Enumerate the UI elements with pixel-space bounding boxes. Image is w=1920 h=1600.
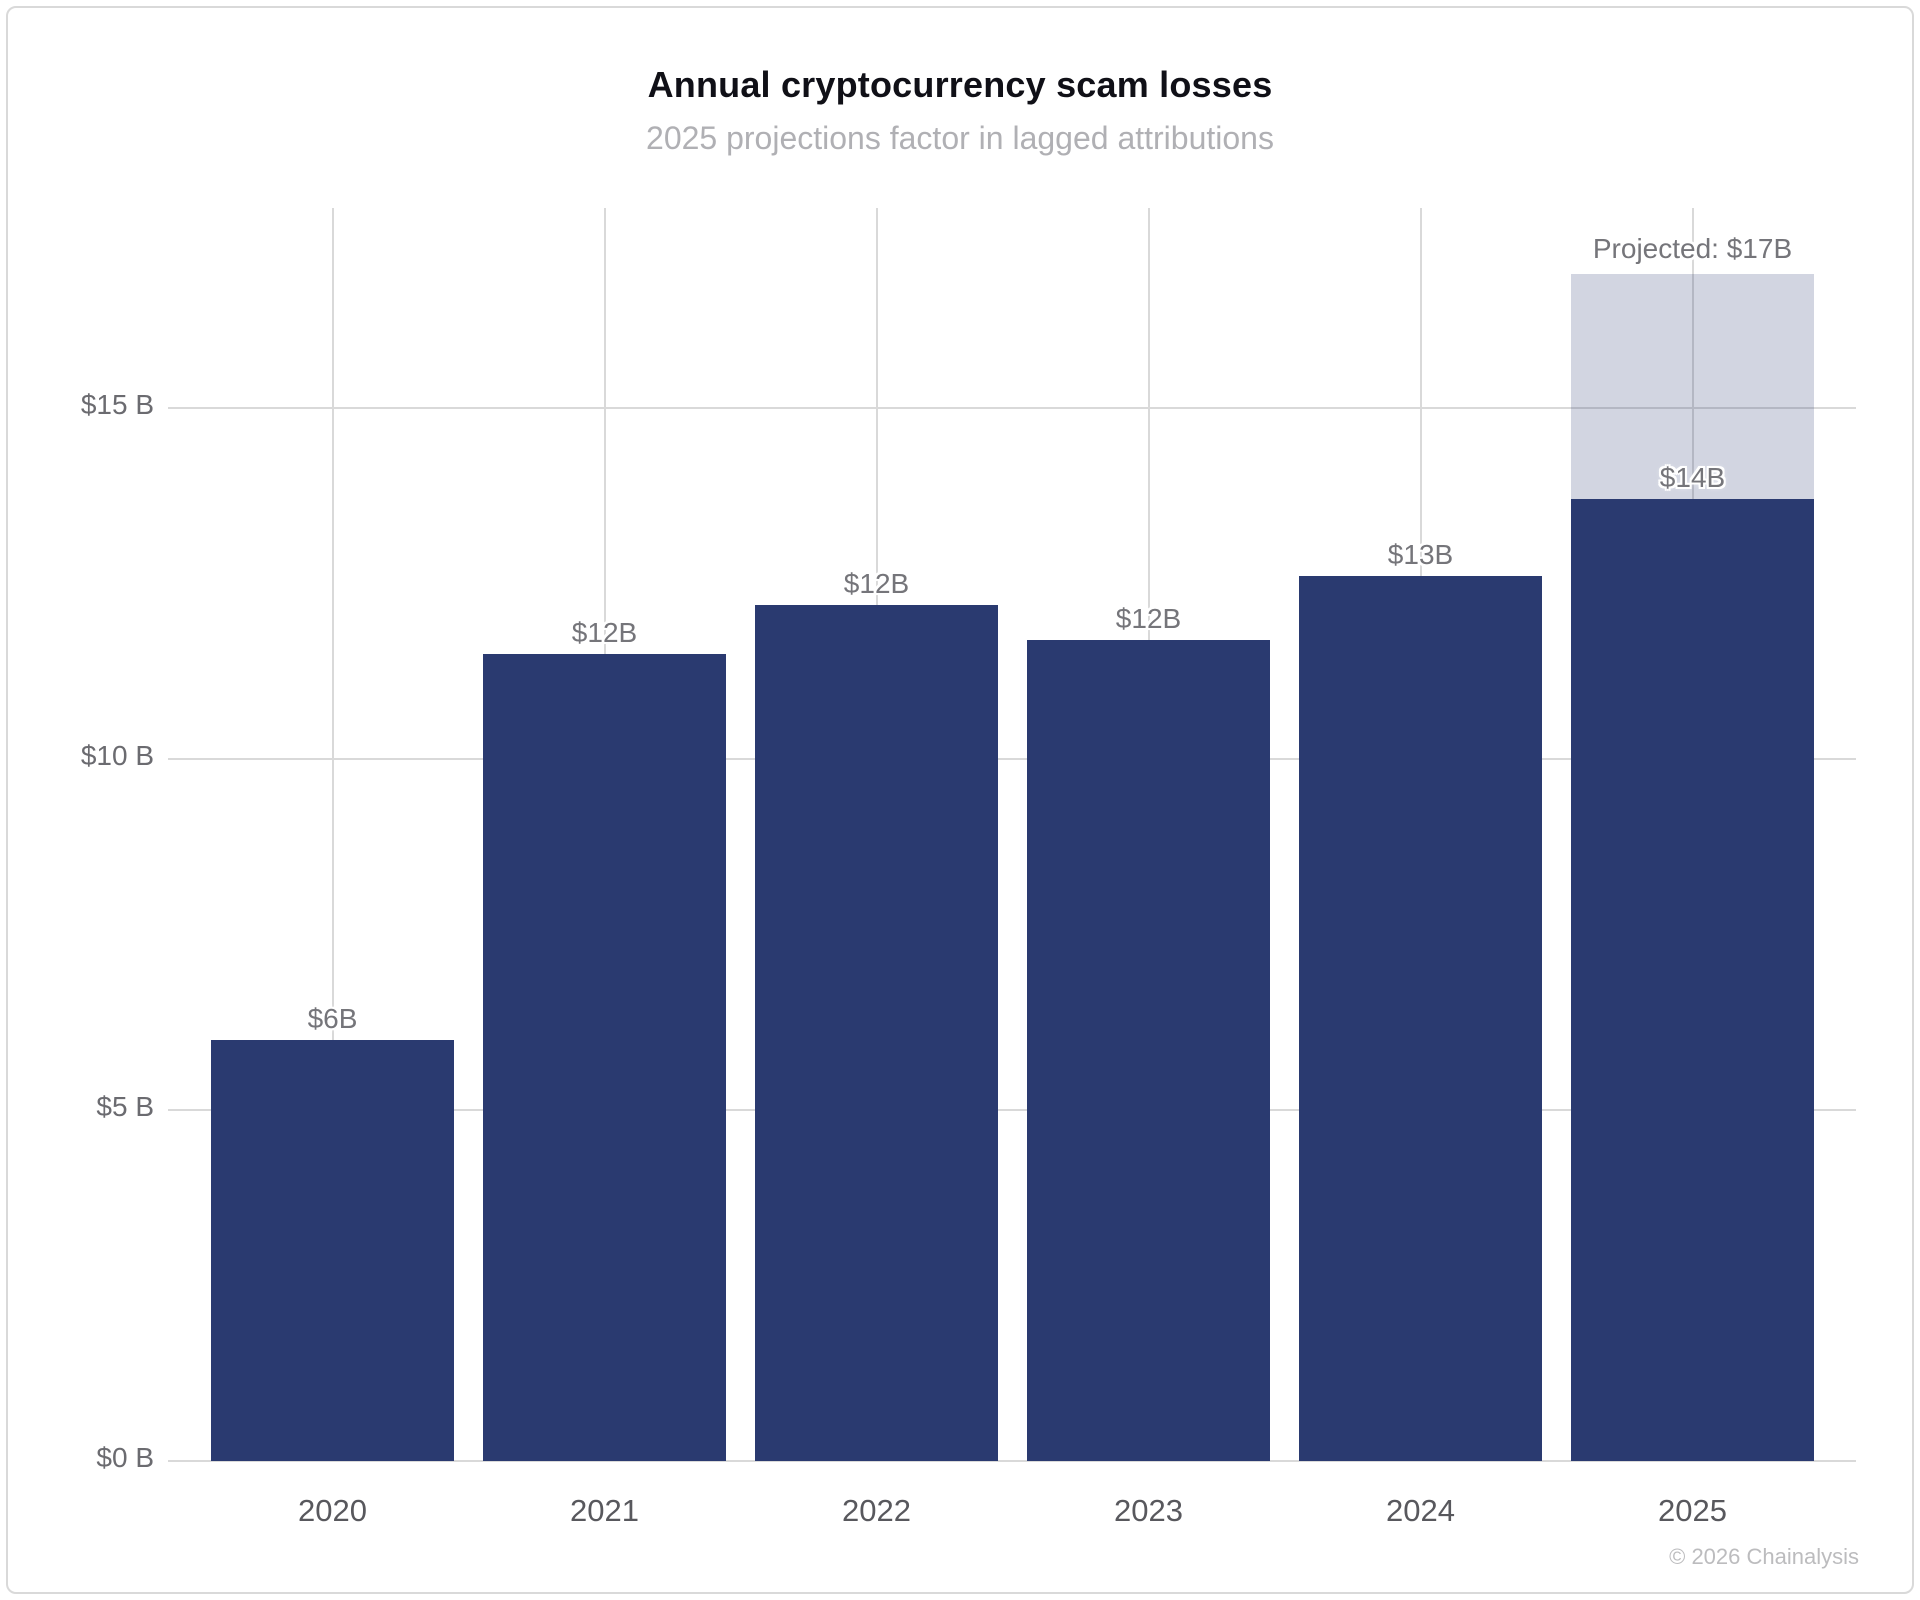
value-label-2021: $12B [571, 617, 638, 648]
chart-card: Annual cryptocurrency scam losses 2025 p… [6, 6, 1914, 1594]
plot-area: $0 B $5 B $10 B $15 B $6B 2020 $12B 2021 $12B 202… [81, 208, 1856, 1528]
y-axis-tick-label: $15 B [80, 389, 154, 420]
bar-2023 [1027, 640, 1270, 1461]
x-axis-tick-label-2023: 2023 [1114, 1493, 1183, 1528]
bar-2025 [1571, 499, 1814, 1461]
y-axis-tick-label: $5 B [96, 1091, 154, 1122]
bar-2024 [1299, 576, 1542, 1461]
vertical-gridline [331, 208, 334, 1461]
projected-bar-2025 [1571, 274, 1814, 499]
value-label-2020: $6B [307, 1003, 358, 1034]
bar-2022 [755, 605, 998, 1461]
horizontal-gridline [168, 758, 1856, 760]
chart-title: Annual cryptocurrency scam losses [647, 64, 1273, 105]
value-label-2023: $12B [1115, 603, 1182, 634]
chart-subtitle: 2025 projections factor in lagged attrib… [646, 120, 1274, 156]
projected-total-label: Projected: $17B [1592, 233, 1793, 264]
bar-2021 [483, 654, 726, 1461]
value-label-2022: $12B [843, 568, 910, 599]
x-axis-tick-label-2024: 2024 [1386, 1493, 1455, 1528]
x-axis-tick-label-2025: 2025 [1658, 1493, 1727, 1528]
bar-2020 [211, 1040, 454, 1461]
value-label-2024: $13B [1387, 539, 1454, 570]
y-axis-tick-label: $0 B [96, 1442, 154, 1473]
attribution-text: © 2026 Chainalysis [1669, 1544, 1859, 1569]
value-label-2025: $14B [1659, 462, 1726, 493]
horizontal-gridline [168, 407, 1856, 409]
horizontal-gridline [168, 1109, 1856, 1111]
y-axis-tick-label: $10 B [80, 740, 154, 771]
x-axis-tick-label-2020: 2020 [298, 1493, 367, 1528]
x-axis-tick-label-2021: 2021 [570, 1493, 639, 1528]
x-axis-tick-label-2022: 2022 [842, 1493, 911, 1528]
horizontal-gridline [168, 1460, 1856, 1462]
